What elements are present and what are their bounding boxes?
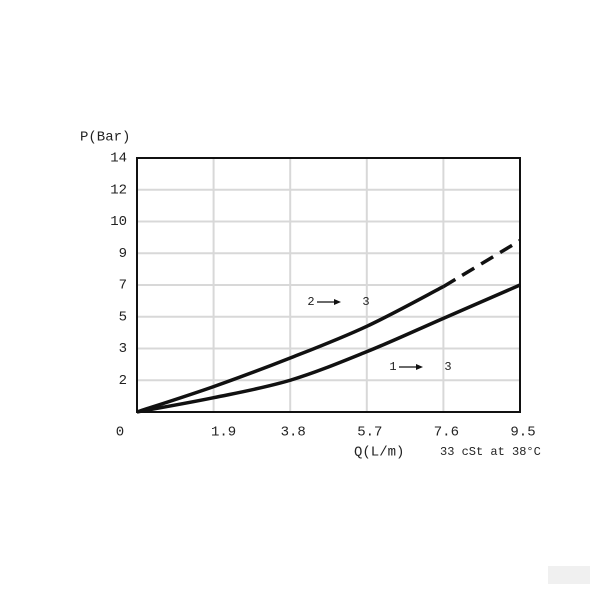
annotation: 1 xyxy=(389,360,396,374)
line xyxy=(136,283,521,414)
x-tick-label: 1.9 xyxy=(211,425,236,441)
annotation: 3 xyxy=(444,360,451,374)
y-tick-label: 9 xyxy=(119,246,127,262)
y-tick-label: 12 xyxy=(110,182,127,198)
x-tick-label: 0 xyxy=(116,425,124,441)
x-axis-label: Q(L/m) xyxy=(354,445,404,461)
y-tick-label: 14 xyxy=(110,151,127,167)
logo xyxy=(548,566,590,584)
y-tick-label: 5 xyxy=(119,309,127,325)
line xyxy=(442,239,521,289)
y-axis-label: P(Bar) xyxy=(80,130,130,146)
arrow-head xyxy=(334,299,341,305)
y-tick-label: 10 xyxy=(110,214,127,230)
x-tick-label: 3.8 xyxy=(281,425,306,441)
x-tick-label: 7.6 xyxy=(434,425,459,441)
y-tick-label: 7 xyxy=(119,278,127,294)
y-tick-label: 3 xyxy=(119,341,127,357)
x-tick-label: 5.7 xyxy=(357,425,382,441)
x-tick-label: 9.5 xyxy=(510,425,535,441)
note: 33 cSt at 38°C xyxy=(440,445,541,459)
arrow-head xyxy=(416,364,423,370)
line xyxy=(136,285,445,414)
annotation: 2 xyxy=(307,295,314,309)
y-tick-label: 2 xyxy=(119,373,127,389)
annotation: 3 xyxy=(362,295,369,309)
